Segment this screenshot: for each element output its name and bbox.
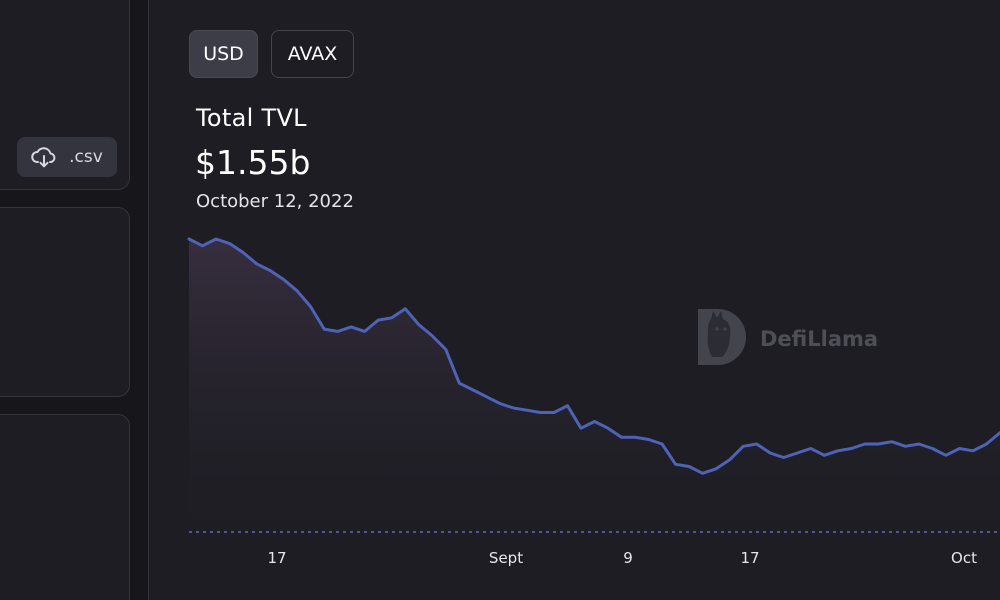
x-tick-label: 17 [740,549,759,567]
tvl-series-line [187,237,1000,475]
x-tick-label: 9 [623,549,633,567]
download-csv-button[interactable]: .csv [17,137,117,177]
stats-card [0,207,130,397]
avax-toggle-button[interactable]: AVAX [271,30,354,78]
llama-logo-icon [694,305,750,373]
cloud-download-icon [31,146,57,168]
tvl-area-fill [189,239,1000,532]
csv-button-label: .csv [69,147,103,167]
tvl-date: October 12, 2022 [196,191,354,212]
tvl-value: $1.55b [195,143,311,182]
x-tick-label: Oct [951,549,977,567]
tvl-title: Total TVL [196,104,307,132]
defillama-watermark: DefiLlama [694,305,878,373]
watermark-text: DefiLlama [760,327,879,351]
usd-toggle-button[interactable]: USD [189,30,258,78]
x-tick-label: 17 [267,549,286,567]
x-tick-label: Sept [489,549,523,567]
info-card [0,414,130,600]
